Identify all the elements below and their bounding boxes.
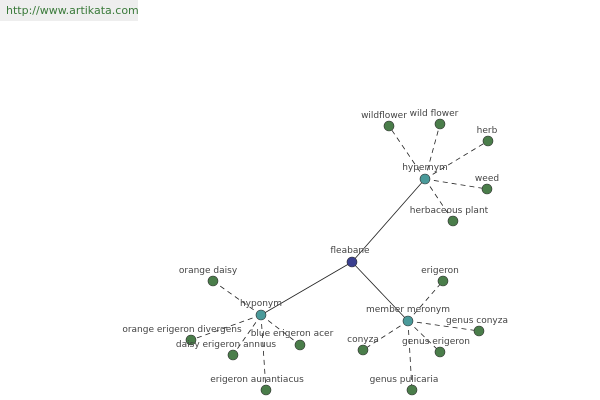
word-label: genus pulicaria xyxy=(370,375,439,385)
relation-node xyxy=(255,309,267,321)
child-edge xyxy=(424,178,488,190)
child-edge xyxy=(424,123,441,180)
word-node xyxy=(437,275,449,287)
center-label: fleabane xyxy=(330,246,370,256)
child-edge xyxy=(190,314,262,341)
word-node xyxy=(207,275,219,287)
nodes: hypernym wildflower wild flower herb weed her… xyxy=(122,109,508,396)
child-edge xyxy=(260,314,267,391)
relation-node xyxy=(419,173,431,185)
word-label: daisy erigeron annuus xyxy=(176,340,276,350)
child-edge xyxy=(407,320,480,332)
relation-edge xyxy=(351,261,409,322)
word-node xyxy=(482,135,494,147)
center-node xyxy=(346,256,358,268)
child-edge xyxy=(388,125,426,180)
word-label: herb xyxy=(477,126,498,136)
word-label: orange erigeron divergens xyxy=(122,325,242,335)
word-node xyxy=(383,120,395,132)
child-edge xyxy=(212,280,262,316)
word-label: genus erigeron xyxy=(402,337,470,347)
word-node xyxy=(473,325,485,337)
relation-label: hypernym xyxy=(402,163,448,173)
word-node xyxy=(357,344,369,356)
relation-label: hyponym xyxy=(240,299,282,309)
word-label: genus conyza xyxy=(446,316,508,326)
word-label: herbaceous plant xyxy=(410,206,489,216)
relation-node xyxy=(402,315,414,327)
word-label: wild flower xyxy=(410,109,459,119)
word-label: conyza xyxy=(347,335,379,345)
word-label: weed xyxy=(475,174,499,184)
relation-edge xyxy=(351,178,426,263)
word-node xyxy=(185,334,197,346)
word-label: erigeron aurantiacus xyxy=(210,375,304,385)
edges xyxy=(190,123,489,391)
word-label: blue erigeron acer xyxy=(251,329,334,339)
word-node xyxy=(406,384,418,396)
relation-edge xyxy=(260,261,353,316)
site-url[interactable]: http://www.artikata.com xyxy=(0,0,139,21)
word-node xyxy=(447,215,459,227)
child-edge xyxy=(407,320,413,391)
word-node xyxy=(294,339,306,351)
word-label: orange daisy xyxy=(179,266,238,276)
word-node xyxy=(434,346,446,358)
word-label: wildflower xyxy=(361,111,407,121)
child-edge xyxy=(232,314,262,356)
child-edge xyxy=(424,140,489,180)
relation-label: member meronym xyxy=(366,305,450,315)
word-node xyxy=(434,118,446,130)
word-node xyxy=(260,384,272,396)
word-node xyxy=(227,349,239,361)
child-edge xyxy=(407,320,441,353)
word-label: erigeron xyxy=(421,266,459,276)
child-edge xyxy=(407,280,444,322)
word-node xyxy=(481,183,493,195)
